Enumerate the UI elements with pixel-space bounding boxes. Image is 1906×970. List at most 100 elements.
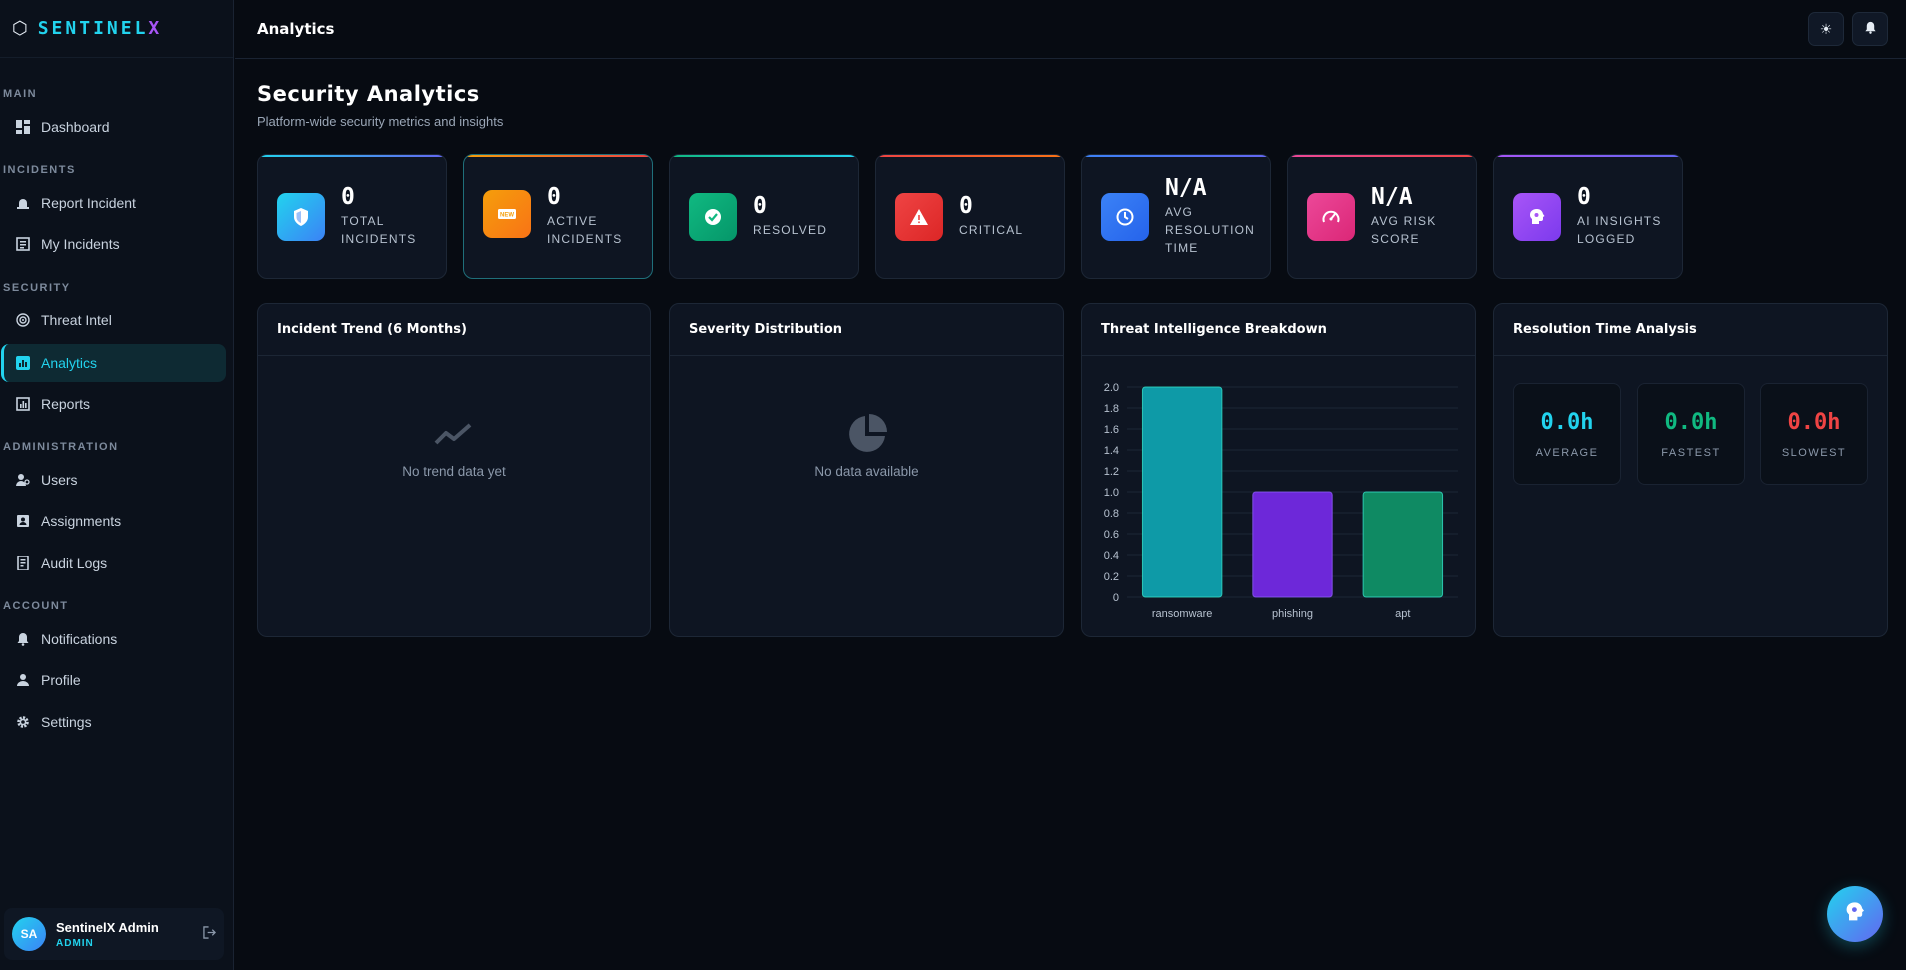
gauge-icon bbox=[1307, 193, 1355, 241]
y-tick-label: 0.6 bbox=[1104, 529, 1119, 541]
y-tick-label: 2.0 bbox=[1104, 382, 1119, 394]
stat-card-critical: 0 CRITICAL bbox=[875, 154, 1065, 279]
resolution-fastest-box: 0.0h FASTEST bbox=[1637, 383, 1745, 485]
sidebar-item-reports[interactable]: Reports bbox=[1, 385, 226, 423]
panel-resolution-time: Resolution Time Analysis 0.0h AVERAGE 0.… bbox=[1493, 303, 1888, 637]
resolution-value: 0.0h bbox=[1664, 410, 1718, 435]
empty-text: No trend data yet bbox=[402, 464, 506, 479]
stat-topline bbox=[1288, 155, 1476, 157]
nav-section-security: SECURITY bbox=[3, 282, 71, 294]
x-tick-label: apt bbox=[1395, 608, 1410, 620]
empty-text: No data available bbox=[814, 464, 919, 479]
sidebar-item-users[interactable]: Users bbox=[1, 461, 226, 499]
gear-icon bbox=[15, 714, 31, 730]
stat-topline bbox=[258, 155, 446, 157]
panel-title: Threat Intelligence Breakdown bbox=[1082, 304, 1475, 356]
stat-body: 0 TOTAL INCIDENTS bbox=[341, 155, 416, 278]
stat-body: 0 ACTIVE INCIDENTS bbox=[547, 155, 622, 278]
stat-topline bbox=[464, 155, 652, 157]
stat-label: AVG RISK SCORE bbox=[1371, 213, 1437, 246]
nav-section-administration: ADMINISTRATION bbox=[3, 441, 119, 453]
new-icon: NEW bbox=[483, 190, 531, 238]
panel-title: Incident Trend (6 Months) bbox=[258, 304, 650, 356]
stat-body: 0 RESOLVED bbox=[753, 155, 827, 278]
sidebar: ⬡ SENTINELX MAIN Dashboard INCIDENTS Rep… bbox=[0, 0, 234, 970]
hexagon-logo-icon: ⬡ bbox=[12, 18, 28, 38]
brand[interactable]: ⬡ SENTINELX bbox=[0, 0, 233, 58]
sidebar-item-label: Audit Logs bbox=[41, 555, 108, 571]
sidebar-item-label: Users bbox=[41, 472, 78, 488]
bar-apt bbox=[1362, 491, 1444, 598]
stat-value: 0 bbox=[547, 184, 561, 211]
sidebar-item-analytics[interactable]: Analytics bbox=[1, 344, 226, 382]
sidebar-item-label: Analytics bbox=[41, 355, 98, 371]
sidebar-item-notifications[interactable]: Notifications bbox=[1, 620, 226, 658]
sidebar-item-assignments[interactable]: Assignments bbox=[1, 502, 226, 540]
check-icon bbox=[689, 193, 737, 241]
avatar: SA bbox=[12, 917, 46, 951]
sidebar-item-report-incident[interactable]: Report Incident bbox=[1, 184, 226, 222]
stat-topline bbox=[670, 155, 858, 157]
y-tick-label: 1.4 bbox=[1104, 445, 1119, 457]
y-tick-label: 0.4 bbox=[1104, 550, 1119, 562]
stat-label: CRITICAL bbox=[959, 222, 1024, 237]
sidebar-item-label: Assignments bbox=[41, 513, 122, 529]
nav-section-incidents: INCIDENTS bbox=[3, 164, 76, 176]
user-role: ADMIN bbox=[56, 937, 94, 949]
panel-title: Resolution Time Analysis bbox=[1494, 304, 1887, 356]
sidebar-item-dashboard[interactable]: Dashboard bbox=[1, 108, 226, 146]
resolution-slowest-box: 0.0h SLOWEST bbox=[1760, 383, 1868, 485]
empty-state: No trend data yet bbox=[258, 414, 650, 479]
stat-label: RESOLVED bbox=[753, 222, 828, 237]
radar-icon bbox=[15, 312, 31, 328]
topbar: Analytics ☀ bbox=[235, 0, 1906, 59]
sidebar-item-threat-intel[interactable]: Threat Intel bbox=[1, 301, 226, 339]
page-subtitle: Platform-wide security metrics and insig… bbox=[257, 114, 504, 129]
y-tick-label: 0.8 bbox=[1104, 508, 1119, 520]
user-card[interactable]: SA SentinelX Admin ADMIN bbox=[4, 908, 224, 960]
panel-incident-trend: Incident Trend (6 Months) No trend data … bbox=[257, 303, 651, 637]
notifications-button[interactable] bbox=[1852, 12, 1888, 46]
resolution-value: 0.0h bbox=[1787, 410, 1841, 435]
siren-icon bbox=[15, 195, 31, 211]
assignment-icon bbox=[15, 513, 31, 529]
stat-label: TOTAL INCIDENTS bbox=[341, 213, 417, 246]
sidebar-item-profile[interactable]: Profile bbox=[1, 661, 226, 699]
resolution-value: 0.0h bbox=[1540, 410, 1594, 435]
sidebar-item-my-incidents[interactable]: My Incidents bbox=[1, 225, 226, 263]
clock-icon bbox=[1101, 193, 1149, 241]
stat-value: N/A bbox=[1371, 184, 1413, 211]
sidebar-item-label: Reports bbox=[41, 396, 91, 412]
sun-icon: ☀ bbox=[1819, 20, 1833, 37]
resolution-label: SLOWEST bbox=[1781, 447, 1847, 459]
sidebar-item-settings[interactable]: Settings bbox=[1, 703, 226, 741]
brain-icon bbox=[1843, 900, 1867, 929]
y-tick-label: 1.2 bbox=[1104, 466, 1119, 478]
stat-body: N/A AVG RESOLUTION TIME bbox=[1165, 155, 1255, 278]
user-name: SentinelX Admin bbox=[56, 919, 159, 935]
brand-name-accent: X bbox=[148, 18, 163, 39]
panel-threat-intelligence: Threat Intelligence Breakdown 0 0.2 0.4 0.6… bbox=[1081, 303, 1476, 637]
x-tick-label: ransomware bbox=[1152, 608, 1213, 620]
ai-assistant-button[interactable] bbox=[1827, 886, 1883, 942]
stat-card-avg-resolution-time: N/A AVG RESOLUTION TIME bbox=[1081, 154, 1271, 279]
shield-icon bbox=[277, 193, 325, 241]
bar-ransomware bbox=[1141, 386, 1223, 598]
sidebar-item-label: Report Incident bbox=[41, 195, 136, 211]
brand-name: SENTINELX bbox=[38, 18, 163, 39]
logout-icon[interactable] bbox=[203, 926, 216, 942]
threat-bar-chart: 0 0.2 0.4 0.6 0.8 1.0 1.2 1.4 1.6 1.8 2.0 ransomwar… bbox=[1104, 382, 1458, 620]
y-tick-label: 0 bbox=[1113, 592, 1119, 604]
theme-toggle-button[interactable]: ☀ bbox=[1808, 12, 1844, 46]
panel-title: Severity Distribution bbox=[670, 304, 1063, 356]
list-icon bbox=[15, 236, 31, 252]
stat-topline bbox=[876, 155, 1064, 157]
stat-card-avg-risk-score: N/A AVG RISK SCORE bbox=[1287, 154, 1477, 279]
resolution-label: AVERAGE bbox=[1535, 447, 1599, 459]
nav-section-account: ACCOUNT bbox=[3, 600, 69, 612]
report-icon bbox=[15, 396, 31, 412]
stat-card-total-incidents: 0 TOTAL INCIDENTS bbox=[257, 154, 447, 279]
sidebar-item-audit-logs[interactable]: Audit Logs bbox=[1, 544, 226, 582]
brand-name-main: SENTINEL bbox=[37, 18, 149, 39]
audit-icon bbox=[15, 555, 31, 571]
